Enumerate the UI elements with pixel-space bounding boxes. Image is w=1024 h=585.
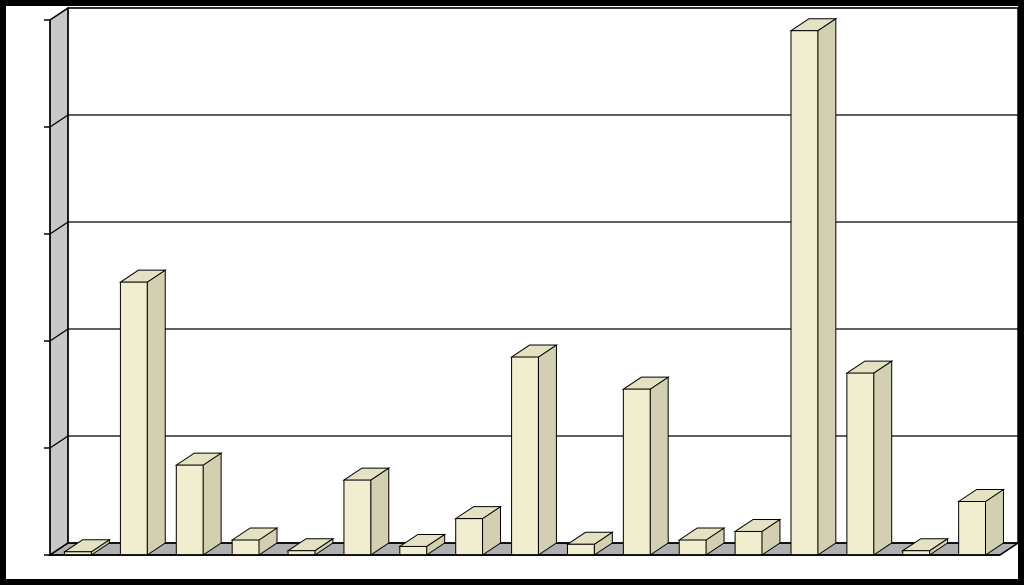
bar [623, 389, 650, 555]
bar [959, 502, 986, 556]
bar [735, 531, 762, 555]
bar [344, 480, 371, 555]
bar [679, 540, 706, 555]
bar [400, 546, 427, 555]
bar-side [538, 345, 556, 555]
bar [176, 465, 203, 555]
chart-container [0, 0, 1024, 585]
bar [847, 373, 874, 555]
bar [456, 519, 483, 555]
bar [232, 540, 259, 555]
bar-side [650, 377, 668, 555]
bar-side [371, 468, 389, 555]
bar [567, 544, 594, 555]
bar [120, 282, 147, 555]
bar [791, 31, 818, 555]
bar [512, 357, 539, 555]
bar-side [818, 19, 836, 555]
bar-side [147, 270, 165, 555]
bar-side [874, 361, 892, 555]
bar-side [203, 453, 221, 555]
bar-chart-3d [0, 0, 1024, 585]
